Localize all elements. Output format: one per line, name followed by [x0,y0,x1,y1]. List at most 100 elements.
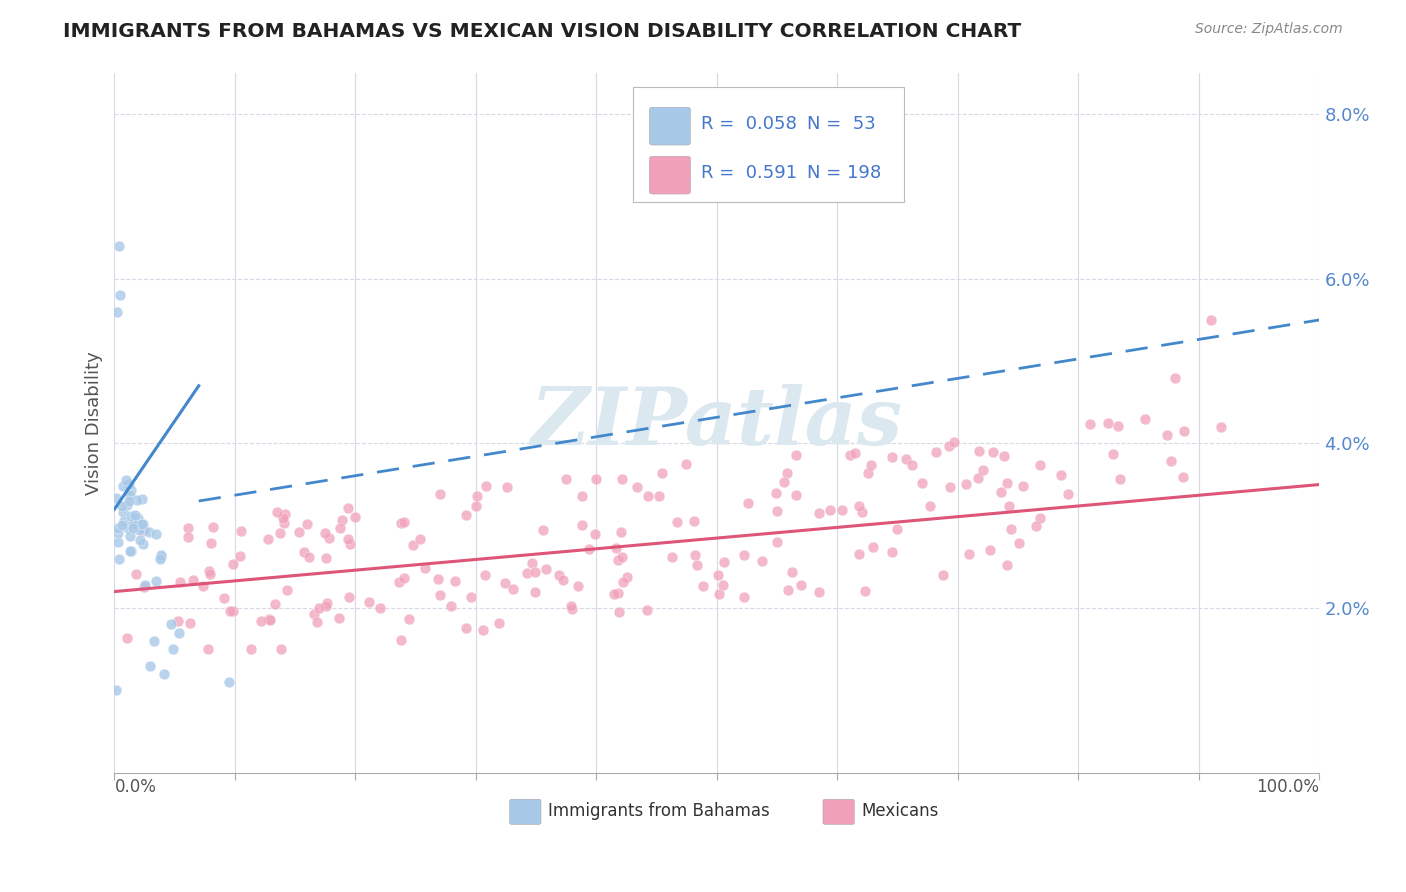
Point [685,558,707,572]
Point [1080,417,1102,432]
Point [776,583,799,598]
Point [308,601,330,615]
Point [179,616,201,631]
Point [177,521,200,535]
Point [368,601,391,615]
Point [269,525,291,540]
Point [1156,428,1178,442]
Point [467,489,489,503]
Point [167,625,190,640]
Point [494,575,516,590]
Point [880,545,903,559]
Point [859,458,882,473]
Point [315,551,337,566]
Point [711,578,734,592]
Point [561,602,583,616]
Point [401,538,423,552]
Point [330,513,353,527]
Point [122,516,145,531]
Point [567,579,589,593]
Point [460,590,482,604]
Point [585,472,607,486]
Point [925,445,948,459]
Point [131,537,153,551]
Point [117,631,139,645]
Point [548,567,571,582]
Point [298,550,321,565]
Point [197,642,219,657]
Point [831,502,853,516]
Point [1108,472,1130,486]
Point [967,471,990,485]
Point [121,508,143,523]
Point [685,548,707,562]
Point [329,521,352,535]
Point [270,642,292,657]
Point [856,467,879,481]
Point [531,523,554,537]
Point [177,530,200,544]
Point [1101,447,1123,461]
Point [456,508,478,522]
Point [606,586,628,600]
Point [212,591,235,605]
Point [337,532,360,546]
Text: Mexicans: Mexicans [862,802,939,820]
Point [107,525,129,540]
Point [288,524,311,539]
Point [257,612,280,626]
FancyBboxPatch shape [650,107,690,145]
Point [606,552,628,566]
Point [392,572,415,586]
Point [647,489,669,503]
Point [637,489,659,503]
Point [995,476,1018,491]
Point [785,487,807,501]
FancyBboxPatch shape [509,799,541,824]
Point [785,448,807,462]
Point [266,506,288,520]
Point [169,574,191,589]
Point [571,517,593,532]
Point [651,466,673,480]
Point [429,487,451,501]
Text: N = 198: N = 198 [807,164,882,182]
Point [228,549,250,563]
Text: 100.0%: 100.0% [1257,778,1319,796]
Point [294,545,316,559]
Point [1199,313,1222,327]
Point [162,642,184,657]
Point [118,477,141,491]
Point [108,551,131,566]
Point [191,579,214,593]
Y-axis label: Vision Disability: Vision Disability [86,351,103,495]
Point [1056,487,1078,501]
Point [848,547,870,561]
Point [337,501,360,516]
Point [853,584,876,599]
Point [122,521,145,535]
Point [128,523,150,537]
Point [523,565,546,579]
Point [495,480,517,494]
Point [271,511,294,525]
Point [276,582,298,597]
Point [808,584,831,599]
Point [125,567,148,582]
Point [1133,411,1156,425]
Point [111,479,134,493]
Point [1160,454,1182,468]
Point [765,485,787,500]
Point [142,634,165,648]
Point [1171,470,1194,484]
Point [357,595,380,609]
Point [610,471,633,485]
Point [153,666,176,681]
Point [149,551,172,566]
Point [160,617,183,632]
Point [257,533,280,547]
Point [571,490,593,504]
Point [138,658,160,673]
Point [932,568,955,582]
Point [790,577,813,591]
